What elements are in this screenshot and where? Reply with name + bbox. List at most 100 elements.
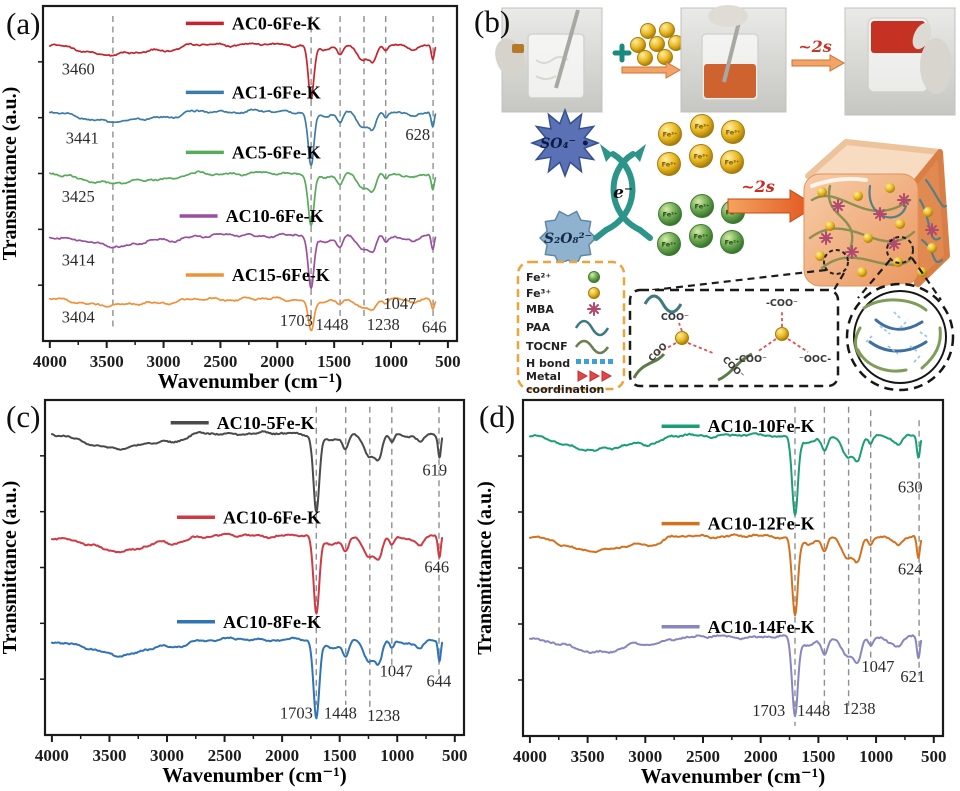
peak-annotation-1047: 1047 bbox=[380, 661, 413, 680]
spectrum-curve-AC10-5Fe-K bbox=[50, 430, 444, 513]
arrow-right-icon bbox=[621, 61, 682, 79]
gelation-schematic: ~2s SO₄⁻ • S₂O₈²⁻ bbox=[495, 5, 956, 396]
y-axis-label: Transmittance (a.u.) bbox=[0, 87, 21, 261]
s2o8-label: S₂O₈²⁻ bbox=[544, 231, 592, 247]
panel-c-chart: AC10-5Fe-K AC10-6Fe-K AC10-8Fe-K 4000 3500 30… bbox=[0, 393, 475, 791]
peak-annotation-621: 621 bbox=[900, 667, 925, 686]
x-tick-label: 500 bbox=[442, 746, 468, 765]
coo-label: -COO⁻ bbox=[735, 354, 767, 365]
x-tick-label: 1500 bbox=[323, 746, 357, 765]
peak-annotation-1238: 1238 bbox=[367, 315, 400, 334]
y-axis-label: Transmittance (a.u.) bbox=[475, 481, 496, 655]
svg-text:Fe²⁺: Fe²⁺ bbox=[695, 203, 710, 211]
photo-orange-solution bbox=[680, 5, 787, 113]
peak-annotation-3414: 3414 bbox=[62, 251, 95, 270]
x-tick-label: 1000 bbox=[374, 352, 408, 371]
legend-label-AC10-6Fe-K: AC10-6Fe-K bbox=[223, 507, 321, 527]
x-tick-label: 2000 bbox=[260, 352, 294, 371]
electron-transfer-arrows bbox=[593, 144, 653, 241]
panel-a-chart: AC0-6Fe-K AC1-6Fe-K AC5-6Fe-K AC10-6Fe-K AC1… bbox=[0, 0, 470, 393]
peak-annotation-3460: 3460 bbox=[62, 60, 95, 79]
big-arrow-right-icon bbox=[727, 189, 817, 223]
svg-text:Fe³⁺: Fe³⁺ bbox=[726, 129, 741, 137]
peak-annotation-619: 619 bbox=[422, 460, 447, 479]
peak-annotation-1703: 1703 bbox=[752, 701, 785, 720]
photo-inverted-gel bbox=[844, 7, 956, 116]
panel-b-schematic: ~2s SO₄⁻ • S₂O₈²⁻ bbox=[470, 0, 960, 396]
legend-label-tocnf: TOCNF bbox=[526, 340, 568, 353]
x-axis-label: Wavenumber (cm⁻¹) bbox=[158, 369, 342, 393]
x-tick-label: 1000 bbox=[859, 747, 893, 766]
spectrum-curve-AC10-10Fe-K bbox=[528, 432, 923, 516]
legend-label-AC10-8Fe-K: AC10-8Fe-K bbox=[223, 612, 321, 632]
coo-label: ⁻OOC- bbox=[799, 354, 831, 365]
svg-text:Fe²⁺: Fe²⁺ bbox=[663, 211, 678, 219]
peak-annotation-1238: 1238 bbox=[367, 706, 400, 725]
y-axis-label: Transmittance (a.u.) bbox=[0, 481, 21, 655]
zoom-region-2 bbox=[886, 236, 914, 264]
peak-annotation-1448: 1448 bbox=[316, 315, 349, 334]
peak-annotation-1448: 1448 bbox=[324, 703, 357, 722]
x-tick-label: 3500 bbox=[92, 746, 126, 765]
add-fe-ions-step bbox=[612, 22, 684, 79]
sulfate-radical-burst: SO₄⁻ • bbox=[529, 107, 601, 179]
spectrum-curve-AC5-6Fe-K bbox=[48, 170, 437, 227]
peak-annotation-1448: 1448 bbox=[797, 701, 830, 720]
ftir-spectra-c: AC10-5Fe-K AC10-6Fe-K AC10-8Fe-K 4000 3500 30… bbox=[0, 398, 468, 787]
spectrum-curve-AC10-6Fe-K bbox=[50, 532, 444, 615]
peak-annotation-624: 624 bbox=[898, 560, 923, 579]
x-tick-label: 1500 bbox=[317, 352, 351, 371]
svg-text:Fe³⁺: Fe³⁺ bbox=[695, 123, 710, 131]
axes-frame bbox=[43, 398, 466, 737]
spectrum-curve-AC1-6Fe-K bbox=[48, 108, 437, 167]
x-tick-label: 3000 bbox=[147, 352, 181, 371]
metal-coordination-arrows-icon bbox=[577, 370, 613, 382]
svg-text:Fe³⁺: Fe³⁺ bbox=[662, 161, 677, 169]
legend-label-AC10-12Fe-K: AC10-12Fe-K bbox=[708, 514, 815, 534]
hbond-network-detail bbox=[845, 282, 955, 392]
x-tick-label: 2500 bbox=[203, 352, 237, 371]
gelation-time-label: ~2s bbox=[798, 37, 832, 56]
peak-annotation-1047: 1047 bbox=[383, 294, 416, 313]
legend-label-fe3: Fe³⁺ bbox=[526, 287, 551, 300]
x-tick-label: 4000 bbox=[33, 352, 67, 371]
photo-mixing-solution bbox=[495, 7, 603, 113]
spectrum-curve-AC10-14Fe-K bbox=[528, 634, 923, 717]
x-tick-label: 2000 bbox=[744, 747, 778, 766]
gelation-time-label-2: ~2s bbox=[741, 177, 775, 196]
x-tick-label: 2500 bbox=[686, 747, 720, 766]
x-tick-label: 1000 bbox=[380, 746, 414, 765]
spectrum-curve-AC10-6Fe-K bbox=[48, 232, 437, 290]
legend-label-AC10-5Fe-K: AC10-5Fe-K bbox=[217, 413, 315, 433]
plus-icon bbox=[612, 43, 632, 63]
peak-annotation-1703: 1703 bbox=[280, 311, 313, 330]
x-tick-label: 3000 bbox=[150, 746, 184, 765]
legend-label-AC10-6Fe-K: AC10-6Fe-K bbox=[226, 206, 324, 226]
paa-wave-icon bbox=[574, 319, 610, 337]
svg-text:Fe³⁺: Fe³⁺ bbox=[725, 159, 740, 167]
legend-label-AC15-6Fe-K: AC15-6Fe-K bbox=[232, 265, 330, 285]
hydrogel-cube bbox=[803, 139, 950, 288]
peak-annotation-644: 644 bbox=[427, 671, 452, 690]
legend-label-mba: MBA bbox=[526, 303, 554, 316]
peak-annotation-3404: 3404 bbox=[62, 308, 95, 327]
ftir-spectra-a: AC0-6Fe-K AC1-6Fe-K AC5-6Fe-K AC10-6Fe-K AC1… bbox=[0, 4, 461, 393]
hbond-dashes-icon bbox=[576, 359, 613, 364]
legend-label-AC10-14Fe-K: AC10-14Fe-K bbox=[708, 617, 815, 637]
spectrum-curve-AC15-6Fe-K bbox=[48, 296, 437, 332]
fe3-node bbox=[675, 331, 689, 345]
x-tick-label: 3500 bbox=[571, 747, 605, 766]
legend-label-paa: PAA bbox=[526, 321, 551, 334]
legend-label-AC10-10Fe-K: AC10-10Fe-K bbox=[708, 416, 815, 436]
peak-annotation-628: 628 bbox=[405, 125, 430, 144]
x-tick-label: 4000 bbox=[513, 747, 547, 766]
ftir-spectra-d: AC10-10Fe-K AC10-12Fe-K AC10-14Fe-K 4000 350… bbox=[474, 398, 947, 788]
coo-label: -COO⁻ bbox=[766, 298, 798, 309]
fe3-node bbox=[775, 327, 789, 341]
persulfate-gear: S₂O₈²⁻ bbox=[539, 210, 597, 266]
peak-annotation-646: 646 bbox=[424, 558, 449, 577]
fe-ion-cluster bbox=[630, 22, 684, 66]
x-axis-label: Wavenumber (cm⁻¹) bbox=[641, 764, 825, 788]
schematic-legend: Fe²⁺ Fe³⁺ MBA PAA TOCNF H bond Metal bbox=[516, 260, 626, 396]
